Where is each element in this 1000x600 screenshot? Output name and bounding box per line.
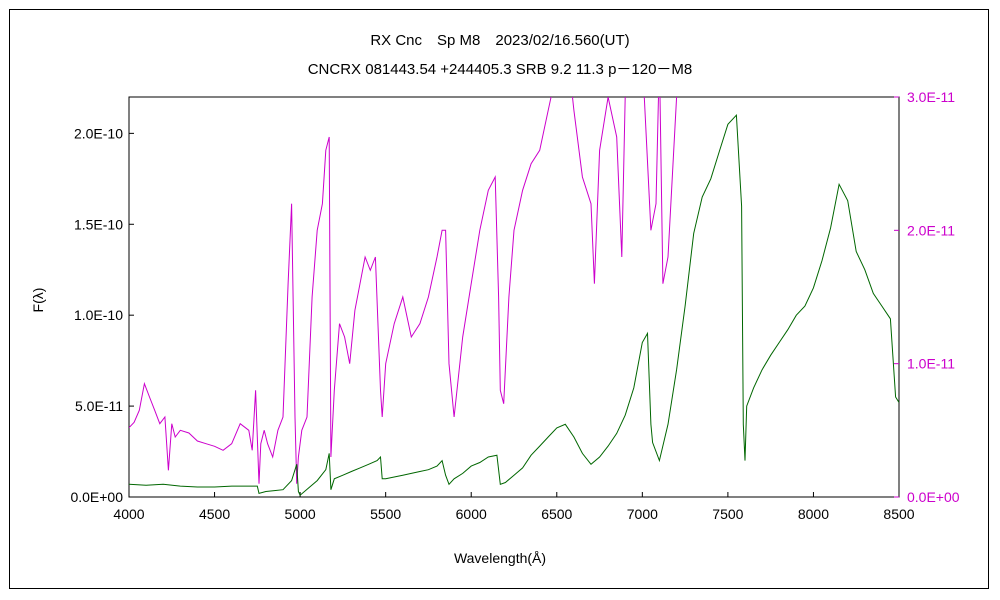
y-axis-right: 0.0E+00 1.0E-11 2.0E-11 3.0E-11 bbox=[894, 89, 960, 505]
x-tick-label: 5500 bbox=[370, 506, 401, 522]
y-tick-label: 5.0E-11 bbox=[75, 398, 123, 414]
chart-subtitle: CNCRX 081443.54 +244405.3 SRB 9.2 11.3 p… bbox=[308, 61, 693, 78]
x-tick-label: 7500 bbox=[712, 506, 743, 522]
x-tick-label: 5000 bbox=[285, 506, 316, 522]
x-tick-label: 7000 bbox=[627, 506, 658, 522]
chart-frame: RX Cnc Sp M8 2023/02/16.560(UT) CNCRX 08… bbox=[9, 9, 989, 589]
x-axis-label: Wavelength(Å) bbox=[454, 550, 546, 566]
x-tick-label: 4000 bbox=[113, 506, 144, 522]
series-line-magenta bbox=[129, 97, 678, 484]
y2-tick-label: 3.0E-11 bbox=[907, 89, 955, 105]
y-tick-label: 2.0E-10 bbox=[74, 125, 123, 141]
plot-area bbox=[128, 96, 900, 498]
series-line-green bbox=[129, 114, 899, 497]
y-tick-label: 0.0E+00 bbox=[70, 489, 123, 505]
y2-tick-label: 0.0E+00 bbox=[907, 489, 960, 505]
y-axis-left: 0.0E+00 5.0E-11 1.0E-10 1.5E-10 2.0E-10 bbox=[70, 125, 134, 505]
x-tick-label: 8000 bbox=[798, 506, 829, 522]
x-tick-label: 8500 bbox=[883, 506, 914, 522]
y-axis-label: F(λ) bbox=[30, 288, 46, 313]
chart-title: RX Cnc Sp M8 2023/02/16.560(UT) bbox=[370, 32, 629, 49]
spectrum-chart: RX Cnc Sp M8 2023/02/16.560(UT) CNCRX 08… bbox=[30, 32, 960, 566]
x-tick-label: 4500 bbox=[199, 506, 230, 522]
y2-tick-label: 2.0E-11 bbox=[907, 222, 955, 238]
x-tick-label: 6000 bbox=[456, 506, 487, 522]
y2-tick-label: 1.0E-11 bbox=[907, 356, 955, 372]
y-tick-label: 1.0E-10 bbox=[74, 307, 123, 323]
y-tick-label: 1.5E-10 bbox=[74, 216, 123, 232]
x-axis: 4000 4500 5000 5500 6000 6500 7000 7500 8000 8500 bbox=[113, 492, 915, 522]
x-tick-label: 6500 bbox=[541, 506, 572, 522]
